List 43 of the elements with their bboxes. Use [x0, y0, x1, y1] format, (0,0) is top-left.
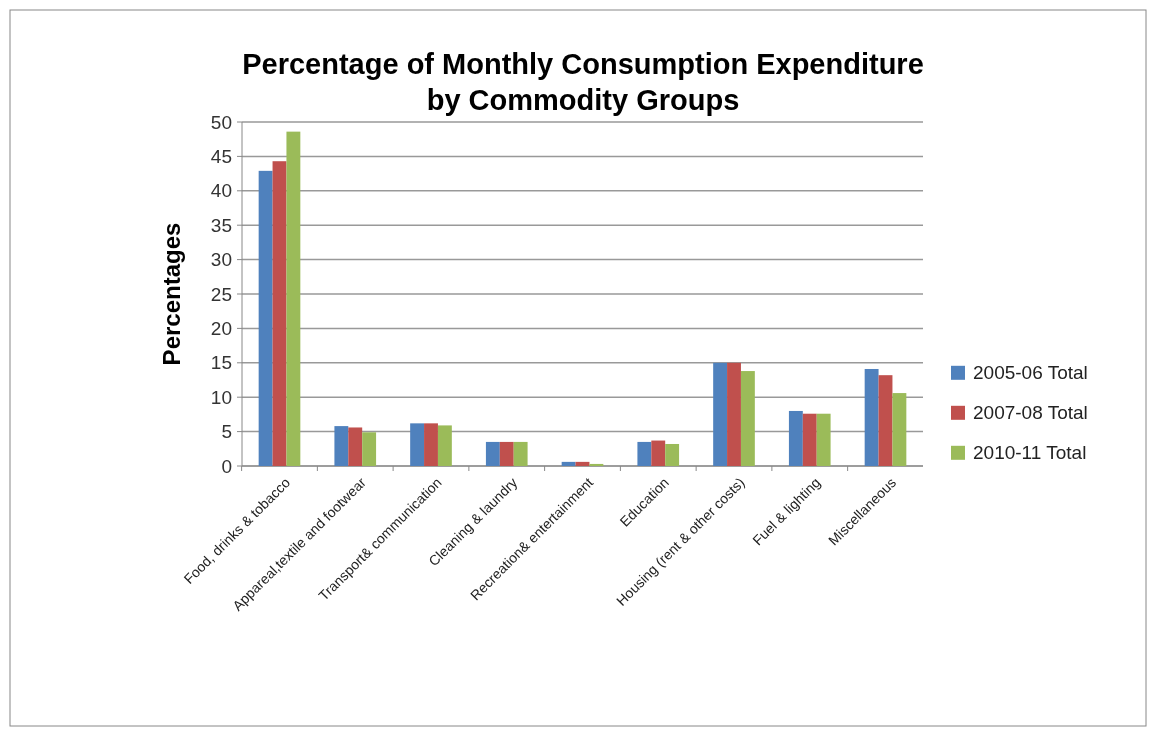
y-tick-label: 10 — [210, 386, 232, 408]
bar — [348, 427, 363, 466]
bar — [437, 425, 452, 466]
bar — [362, 432, 377, 466]
bar — [513, 441, 528, 466]
bar — [424, 423, 438, 466]
y-tick-label: 50 — [210, 111, 232, 133]
y-tick-label: 35 — [210, 214, 232, 236]
legend-label: 2005-06 Total — [973, 362, 1088, 384]
bar — [740, 371, 755, 466]
bar — [589, 463, 604, 466]
bar — [802, 413, 817, 466]
bar — [499, 441, 514, 466]
legend-label: 2007-08 Total — [973, 402, 1088, 424]
y-tick-label: 15 — [210, 352, 232, 374]
bar — [651, 440, 666, 466]
bar — [286, 131, 301, 466]
bar — [485, 441, 500, 466]
bar — [788, 410, 803, 466]
bar — [258, 170, 273, 466]
y-tick-label: 40 — [210, 180, 232, 202]
y-tick-label: 25 — [210, 283, 232, 305]
bar — [561, 461, 576, 466]
y-axis-title: Percentages — [158, 222, 185, 366]
bar — [816, 413, 831, 466]
y-tick-label: 20 — [210, 318, 232, 340]
bar — [272, 161, 287, 466]
bar — [665, 443, 680, 466]
bar — [334, 426, 349, 466]
y-tick-label: 0 — [221, 455, 232, 477]
legend-label: 2010-11 Total — [973, 442, 1087, 464]
bar — [727, 362, 741, 466]
bar — [575, 461, 590, 466]
bar — [410, 423, 425, 466]
y-tick-label: 5 — [221, 421, 232, 443]
bar — [878, 375, 893, 466]
bar — [713, 362, 728, 466]
y-tick-label: 30 — [210, 249, 232, 271]
bar — [892, 393, 907, 466]
bar — [637, 441, 652, 466]
y-tick-label: 45 — [210, 146, 232, 168]
chart-title: Percentage of Monthly Consumption Expenditure by Commodity Groups — [242, 48, 924, 116]
bar — [864, 368, 879, 466]
